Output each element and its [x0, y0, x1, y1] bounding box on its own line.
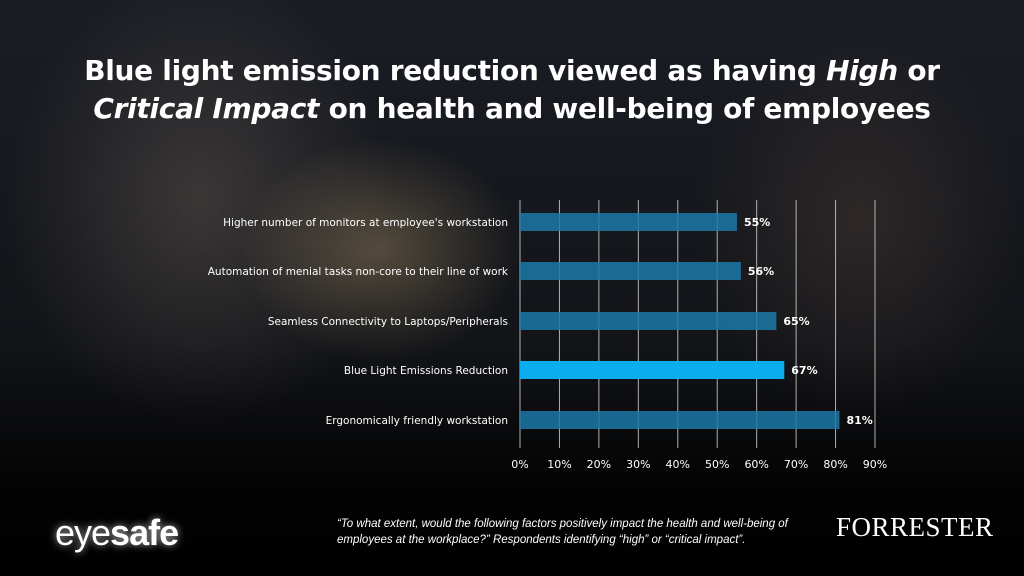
logo-text: safe — [110, 512, 179, 553]
bar — [520, 213, 737, 231]
logo-text: eye — [55, 512, 111, 553]
x-tick-label: 90% — [863, 458, 887, 471]
title-text: on health and well-being of employees — [319, 92, 931, 125]
title-italic: Critical Impact — [93, 92, 320, 125]
x-tick-label: 0% — [511, 458, 528, 471]
x-tick-label: 80% — [823, 458, 847, 471]
bar — [520, 361, 785, 379]
forrester-logo: FORRESTER — [836, 512, 994, 542]
title-text: Blue light emission reduction viewed as … — [84, 54, 827, 87]
category-label: Ergonomically friendly workstation — [326, 415, 508, 427]
note-line: “To what extent, would the following fac… — [337, 518, 788, 530]
x-tick-label: 40% — [666, 458, 690, 471]
x-tick-label: 60% — [744, 458, 768, 471]
bar — [520, 411, 840, 429]
note-line: employees at the workplace?” Respondents… — [337, 534, 746, 546]
title-italic: High — [826, 54, 898, 87]
category-label: Automation of menial tasks non-core to t… — [208, 266, 509, 278]
data-label: 55% — [744, 216, 770, 229]
x-tick-label: 30% — [626, 458, 650, 471]
bar — [520, 262, 741, 280]
survey-note: “To what extent, would the following fac… — [337, 516, 827, 548]
bar — [520, 312, 777, 330]
title-text: or — [897, 54, 940, 87]
eyesafe-logo: eyesafe — [55, 512, 179, 554]
data-label: 65% — [783, 315, 809, 328]
x-tick-label: 10% — [547, 458, 571, 471]
x-tick-label: 20% — [587, 458, 611, 471]
data-label: 56% — [748, 265, 774, 278]
chart-title: Blue light emission reduction viewed as … — [0, 52, 1024, 128]
data-label: 81% — [847, 414, 873, 427]
data-label: 67% — [791, 364, 817, 377]
category-label: Blue Light Emissions Reduction — [344, 365, 508, 377]
x-tick-label: 50% — [705, 458, 729, 471]
category-label: Seamless Connectivity to Laptops/Periphe… — [268, 316, 508, 328]
category-label: Higher number of monitors at employee's … — [223, 217, 508, 229]
x-tick-label: 70% — [784, 458, 808, 471]
